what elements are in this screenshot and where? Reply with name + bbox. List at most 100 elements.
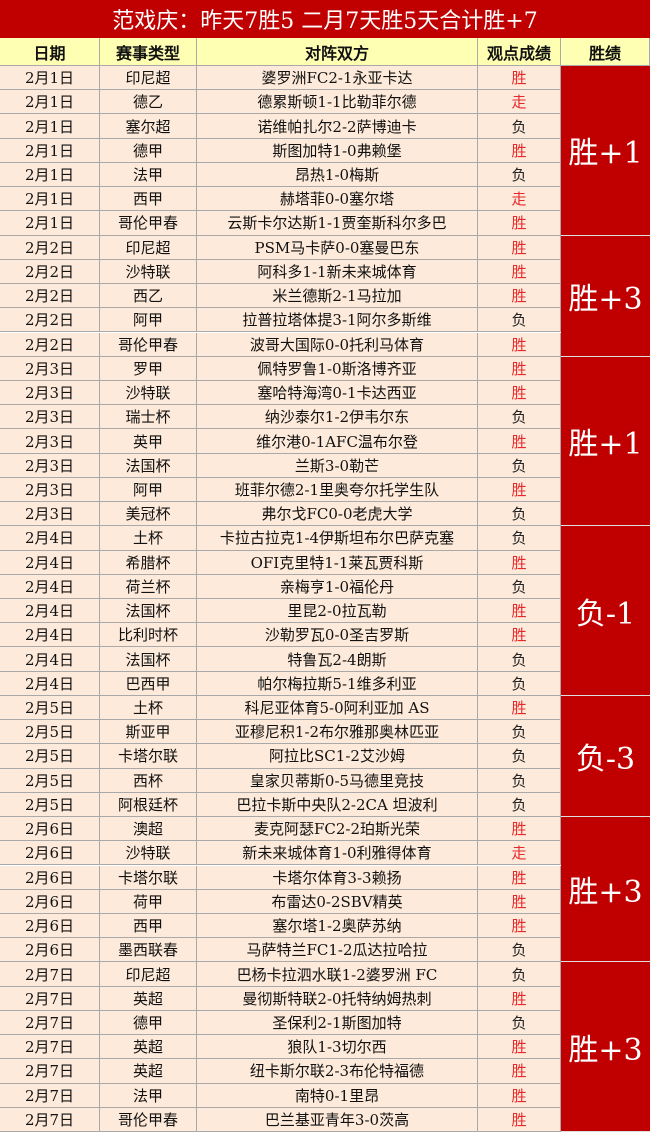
date-cell: 2月1日 (0, 211, 100, 236)
header-cell: 日期 (0, 38, 100, 66)
result-cell: 胜 (478, 695, 561, 721)
date-cell: 2月4日 (0, 647, 100, 672)
date-cell: 2月6日 (0, 938, 100, 963)
result-cell: 负 (478, 792, 561, 818)
result-cell: 负 (478, 162, 561, 188)
result-cell: 胜 (478, 211, 561, 236)
result-cell: 负 (478, 720, 561, 745)
date-cell: 2月2日 (0, 235, 100, 260)
type-cell: 德甲 (100, 1010, 197, 1036)
type-cell: 西甲 (100, 187, 197, 212)
match-cell: 科尼亚体育5-0阿利亚加 AS (197, 695, 478, 721)
result-cell: 负 (478, 647, 561, 672)
result-cell: 胜 (478, 599, 561, 624)
date-cell: 2月3日 (0, 380, 100, 406)
type-cell: 英甲 (100, 429, 197, 454)
match-cell: 狼队1-3切尔西 (197, 1035, 478, 1060)
match-cell: 曼彻斯特联2-0托特纳姆热刺 (197, 986, 478, 1011)
type-cell: 巴西甲 (100, 671, 197, 696)
result-cell: 负 (478, 526, 561, 551)
type-cell: 塞尔超 (100, 114, 197, 139)
match-cell: 拉普拉塔体提3-1阿尔多斯维 (197, 308, 478, 333)
date-cell: 2月4日 (0, 599, 100, 624)
type-cell: 瑞士杯 (100, 405, 197, 430)
date-cell: 2月3日 (0, 356, 100, 381)
result-cell: 胜 (478, 1059, 561, 1084)
date-cell: 2月7日 (0, 962, 100, 987)
match-cell: 波哥大国际0-0托利马体育 (197, 332, 478, 357)
summary-cell: 胜+3 (561, 817, 650, 963)
match-cell: 纳沙泰尔1-2伊韦尔东 (197, 405, 478, 430)
result-cell: 胜 (478, 235, 561, 260)
type-cell: 印尼超 (100, 66, 197, 91)
type-cell: 卡塔尔联 (100, 865, 197, 890)
date-cell: 2月7日 (0, 1010, 100, 1036)
date-cell: 2月6日 (0, 841, 100, 866)
header-cell: 胜绩 (561, 38, 650, 66)
match-cell: 沙勒罗瓦0-0圣吉罗斯 (197, 623, 478, 648)
match-cell: 巴拉卡斯中央队2-2CA 坦波利 (197, 792, 478, 818)
date-cell: 2月2日 (0, 259, 100, 285)
type-cell: 哥伦甲春 (100, 211, 197, 236)
date-cell: 2月4日 (0, 671, 100, 696)
result-cell: 胜 (478, 817, 561, 842)
type-cell: 美冠杯 (100, 502, 197, 527)
match-cell: 卡塔尔体育3-3赖扬 (197, 865, 478, 890)
result-cell: 负 (478, 768, 561, 793)
result-cell: 胜 (478, 550, 561, 575)
match-cell: 亲梅亨1-0福伦丹 (197, 574, 478, 599)
result-cell: 胜 (478, 889, 561, 914)
date-cell: 2月5日 (0, 768, 100, 793)
match-cell: 塞尔塔1-2奥萨苏纳 (197, 913, 478, 939)
summary-cell: 负-1 (561, 526, 650, 696)
type-cell: 西甲 (100, 913, 197, 939)
type-cell: 法国杯 (100, 647, 197, 672)
date-cell: 2月2日 (0, 308, 100, 333)
date-cell: 2月5日 (0, 744, 100, 769)
date-cell: 2月6日 (0, 865, 100, 890)
header-cell: 赛事类型 (100, 38, 197, 66)
match-cell: 阿拉比SC1-2艾沙姆 (197, 744, 478, 769)
type-cell: 法甲 (100, 1083, 197, 1108)
result-cell: 胜 (478, 356, 561, 381)
type-cell: 德乙 (100, 90, 197, 115)
type-cell: 英超 (100, 1035, 197, 1060)
result-cell: 胜 (478, 332, 561, 357)
match-cell: 布雷达0-2SBV精英 (197, 889, 478, 914)
date-cell: 2月3日 (0, 405, 100, 430)
result-cell: 胜 (478, 1107, 561, 1132)
date-cell: 2月1日 (0, 138, 100, 163)
type-cell: 墨西联春 (100, 938, 197, 963)
result-cell: 负 (478, 114, 561, 139)
date-cell: 2月7日 (0, 1107, 100, 1132)
type-cell: 印尼超 (100, 235, 197, 260)
match-cell: 特鲁瓦2-4朗斯 (197, 647, 478, 672)
match-cell: OFI克里特1-1莱瓦贾科斯 (197, 550, 478, 575)
result-cell: 负 (478, 453, 561, 478)
type-cell: 法国杯 (100, 599, 197, 624)
match-cell: 皇家贝蒂斯0-5马德里竞技 (197, 768, 478, 793)
type-cell: 西乙 (100, 284, 197, 309)
summary-cell: 胜+3 (561, 235, 650, 357)
date-cell: 2月2日 (0, 284, 100, 309)
result-cell: 负 (478, 574, 561, 599)
date-cell: 2月4日 (0, 550, 100, 575)
date-cell: 2月6日 (0, 913, 100, 939)
date-cell: 2月7日 (0, 986, 100, 1011)
match-cell: 婆罗洲FC2-1永亚卡达 (197, 66, 478, 91)
match-cell: 塞哈特海湾0-1卡达西亚 (197, 380, 478, 406)
type-cell: 英超 (100, 1059, 197, 1084)
match-cell: 里昆2-0拉瓦勒 (197, 599, 478, 624)
date-cell: 2月4日 (0, 623, 100, 648)
result-cell: 胜 (478, 429, 561, 454)
type-cell: 阿根廷杯 (100, 792, 197, 818)
type-cell: 法国杯 (100, 453, 197, 478)
result-cell: 胜 (478, 623, 561, 648)
match-cell: 新未来城体育1-0利雅得体育 (197, 841, 478, 866)
match-cell: 马萨特兰FC1-2瓜达拉哈拉 (197, 938, 478, 963)
result-cell: 负 (478, 308, 561, 333)
match-cell: 云斯卡尔达斯1-1贾奎斯科尔多巴 (197, 211, 478, 236)
result-cell: 胜 (478, 138, 561, 163)
result-cell: 胜 (478, 865, 561, 890)
